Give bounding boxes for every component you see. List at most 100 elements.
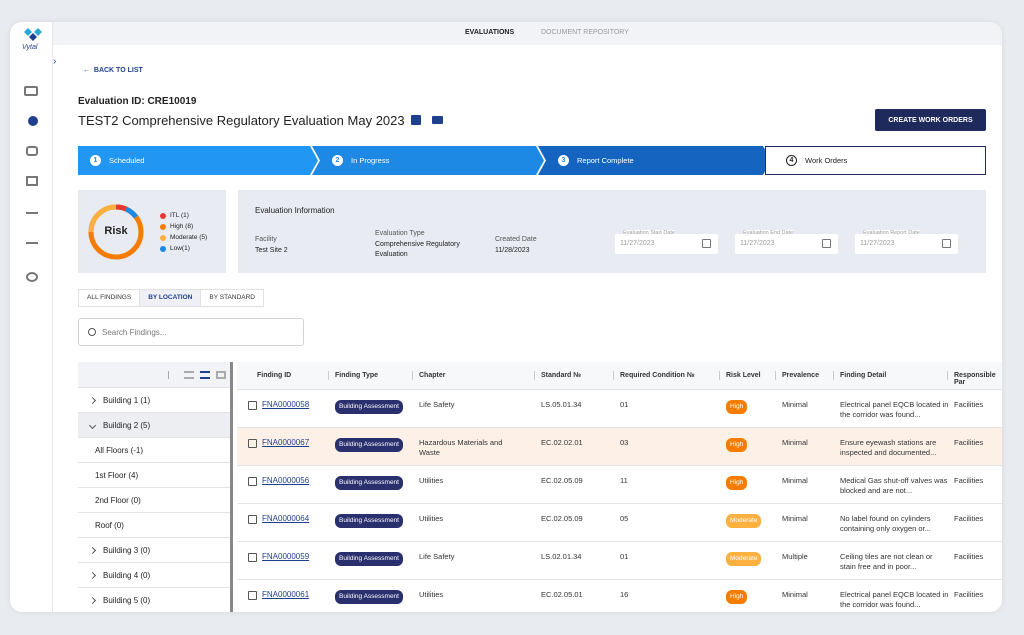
table-row[interactable]: FNA0000056 Building Assessment Utilities EC… — [237, 466, 1002, 504]
view-tab[interactable]: ALL FINDINGS — [87, 294, 132, 301]
tab[interactable]: DOCUMENT REPOSITORY — [541, 29, 629, 36]
cell-text: EC.02.05.09 — [541, 514, 583, 523]
table-cell: Facilities — [954, 552, 983, 562]
nav-icon[interactable] — [26, 272, 38, 282]
table-cell: 05 — [620, 514, 628, 524]
checkbox[interactable] — [248, 515, 257, 524]
legend-item: Moderate (5) — [160, 232, 207, 243]
legend-dot — [160, 212, 166, 219]
cell-text: Hazardous Materials and Waste — [419, 438, 503, 457]
cell-text: 16 — [620, 590, 629, 599]
step[interactable]: 1 Scheduled — [78, 146, 318, 175]
step[interactable]: 4 Work Orders — [765, 146, 986, 175]
cell-text: Life Safety — [419, 400, 455, 409]
tree-item[interactable]: 2nd Floor (0) — [78, 488, 230, 513]
column-header[interactable]: Standard № — [541, 372, 582, 379]
column-header[interactable]: Finding Detail — [840, 372, 887, 379]
chevron — [88, 396, 97, 404]
cell-text: Multiple — [782, 552, 808, 561]
column-header[interactable]: Risk Level — [726, 372, 761, 379]
nav-icon[interactable] — [24, 86, 38, 96]
column-header[interactable]: Responsible Par — [954, 372, 996, 386]
finding-link[interactable]: FNA0000067 — [262, 438, 310, 447]
tree-item[interactable]: Building 5 (0) — [78, 588, 230, 612]
finding-link[interactable]: FNA0000061 — [262, 590, 310, 599]
date-value: 11/27/2023 — [620, 240, 655, 247]
tree-item[interactable]: Building 2 (5) — [78, 413, 230, 438]
cell-text: 01 — [620, 552, 629, 561]
table-cell: FNA0000059 — [262, 552, 309, 562]
table-cell: Facilities — [954, 438, 983, 448]
column-header[interactable]: Prevalence — [782, 372, 819, 379]
type-badge: Building Assessment — [335, 514, 403, 528]
calendar-icon — [942, 239, 951, 248]
finding-link[interactable]: FNA0000056 — [262, 476, 310, 485]
step-number: 2 — [332, 155, 343, 166]
finding-link[interactable]: FNA0000064 — [262, 514, 310, 523]
app-window: Vytal › EVALUATIONS DOCUMENT REPOSITORY … — [10, 22, 1002, 612]
grid-icon[interactable] — [216, 371, 226, 379]
table-row[interactable]: FNA0000064 Building Assessment Utilities EC… — [237, 504, 1002, 542]
view-tab[interactable]: BY LOCATION — [139, 290, 201, 306]
step[interactable]: 3 Report Complete — [538, 146, 771, 175]
checkbox[interactable] — [248, 439, 257, 448]
table-row[interactable]: FNA0000058 Building Assessment Life Safety… — [237, 390, 1002, 428]
tree-item[interactable]: Roof (0) — [78, 513, 230, 538]
table-cell: High — [726, 400, 748, 414]
nav-icon[interactable] — [26, 146, 38, 156]
date-field[interactable]: Evaluation Report Date 11/27/2023 — [855, 230, 958, 254]
column-header[interactable]: Finding Type — [335, 372, 379, 379]
step[interactable]: 2 In Progress — [312, 146, 544, 175]
tree-item[interactable]: Building 3 (0) — [78, 538, 230, 563]
tree-label: 1st Floor (4) — [95, 470, 139, 480]
column-header[interactable]: Required Condition № — [620, 372, 695, 379]
tree-item[interactable]: 1st Floor (4) — [78, 463, 230, 488]
column-header[interactable]: Chapter — [419, 372, 446, 379]
cell-text: 05 — [620, 514, 629, 523]
tree-item[interactable]: All Floors (-1) — [78, 438, 230, 463]
table-row[interactable]: FNA0000061 Building Assessment Utilities EC… — [237, 580, 1002, 612]
tree-item[interactable]: Building 4 (0) — [78, 563, 230, 588]
finding-link[interactable]: FNA0000058 — [262, 400, 310, 409]
chevron — [88, 546, 97, 554]
tree-icon[interactable] — [200, 371, 210, 379]
table-row[interactable]: FNA0000067 Building Assessment Hazardous M… — [237, 428, 1002, 466]
back-link[interactable]: ← BACK TO LIST — [83, 67, 143, 74]
table-header: Finding ID Finding Type Chapter Standard № R… — [237, 362, 1002, 390]
create-button[interactable]: CREATE WORK ORDERS — [875, 109, 986, 131]
checkbox[interactable] — [248, 477, 257, 486]
type-badge: Building Assessment — [335, 590, 403, 604]
tab-active[interactable]: EVALUATIONS — [465, 29, 515, 36]
view-tab[interactable]: BY STANDARD — [200, 290, 263, 306]
nav-icon[interactable] — [26, 206, 38, 214]
checkbox[interactable] — [248, 553, 257, 562]
date-field[interactable]: Evaluation Start Date 11/27/2023 — [615, 230, 718, 254]
finding-link[interactable]: FNA0000059 — [262, 552, 310, 561]
search-box[interactable]: Search Findings... — [78, 318, 304, 346]
legend-dot — [160, 223, 166, 230]
nav-icon[interactable] — [26, 236, 38, 244]
date-value: 11/27/2023 — [860, 240, 895, 247]
nav-icon-active[interactable] — [28, 116, 38, 126]
table-row[interactable]: FNA0000059 Building Assessment Life Safety… — [237, 542, 1002, 580]
cell-text: Utilities — [419, 514, 444, 523]
tree-toolbar — [78, 362, 230, 388]
date-field[interactable]: Evaluation End Date 11/27/2023 — [735, 230, 838, 254]
checkbox[interactable] — [248, 591, 257, 600]
cell-text: Minimal — [782, 514, 808, 523]
table-cell: FNA0000061 — [262, 590, 309, 600]
table-cell: Building Assessment — [335, 552, 403, 566]
nav-icon[interactable] — [26, 176, 38, 186]
back-text: BACK TO LIST — [93, 67, 143, 74]
sort-icon[interactable] — [168, 371, 176, 379]
sidebar: Vytal › — [10, 22, 57, 612]
checkbox[interactable] — [248, 401, 257, 410]
expand-sidebar[interactable]: › — [53, 56, 57, 67]
mail-icon[interactable] — [432, 116, 443, 124]
copy-icon[interactable] — [411, 115, 421, 125]
column-header[interactable]: Finding ID — [257, 372, 292, 379]
stepper: 1 Scheduled 2 In Progress 3 Report Complete 4 W… — [78, 146, 986, 175]
tree-item[interactable]: Building 1 (1) — [78, 388, 230, 413]
list-icon[interactable] — [184, 371, 194, 379]
